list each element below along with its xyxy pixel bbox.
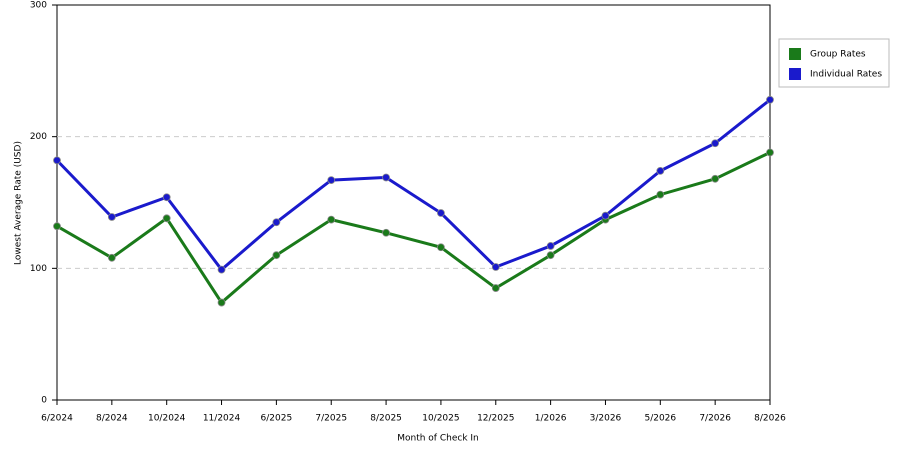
x-tick-label: 6/2024 <box>41 414 73 424</box>
x-axis-label: Month of Check In <box>397 434 479 444</box>
legend-label: Individual Rates <box>810 70 882 80</box>
point <box>711 174 720 183</box>
y-tick-label: 300 <box>30 1 47 11</box>
point <box>766 95 774 104</box>
x-tick-label: 3/2026 <box>590 414 622 424</box>
y-axis-label: Lowest Average Rate (USD) <box>14 141 24 265</box>
point <box>272 218 281 227</box>
point <box>53 156 61 165</box>
point <box>766 148 774 157</box>
point <box>711 139 720 148</box>
point <box>546 242 555 250</box>
point <box>491 284 500 292</box>
point <box>437 209 445 217</box>
legend-swatch <box>789 68 801 80</box>
point <box>656 190 665 199</box>
series-line <box>55 98 771 272</box>
point <box>327 176 336 185</box>
point <box>656 166 665 175</box>
point <box>437 243 445 252</box>
series-line <box>56 151 771 305</box>
x-tick-label: 10/2025 <box>422 414 459 424</box>
x-tick-label: 6/2025 <box>261 414 293 424</box>
y-tick-label: 200 <box>30 132 47 142</box>
point <box>107 213 116 221</box>
y-tick-label: 0 <box>41 396 47 406</box>
point <box>382 173 390 182</box>
x-tick-label: 10/2024 <box>148 414 186 424</box>
point <box>382 228 390 237</box>
point <box>162 214 171 223</box>
legend-label: Group Rates <box>810 50 866 60</box>
x-tick-label: 8/2026 <box>754 414 786 424</box>
x-tick-label: 8/2024 <box>96 414 128 424</box>
point <box>162 193 171 202</box>
x-tick-label: 7/2026 <box>699 414 731 424</box>
point <box>217 298 226 307</box>
plot-area <box>56 4 771 401</box>
x-tick-label: 1/2026 <box>535 414 567 424</box>
point <box>491 263 500 271</box>
y-tick-label: 100 <box>30 264 47 274</box>
point <box>217 265 226 274</box>
point <box>327 215 336 224</box>
point <box>107 253 116 262</box>
x-tick-label: 11/2024 <box>203 414 241 424</box>
point <box>272 251 281 260</box>
x-tick-label: 12/2025 <box>477 414 514 424</box>
legend-swatch <box>789 48 801 60</box>
point <box>53 222 61 231</box>
point <box>546 251 555 260</box>
point <box>601 211 610 220</box>
x-tick-label: 5/2026 <box>644 414 676 424</box>
x-tick-label: 7/2025 <box>315 414 347 424</box>
x-tick-label: 8/2025 <box>370 414 402 424</box>
